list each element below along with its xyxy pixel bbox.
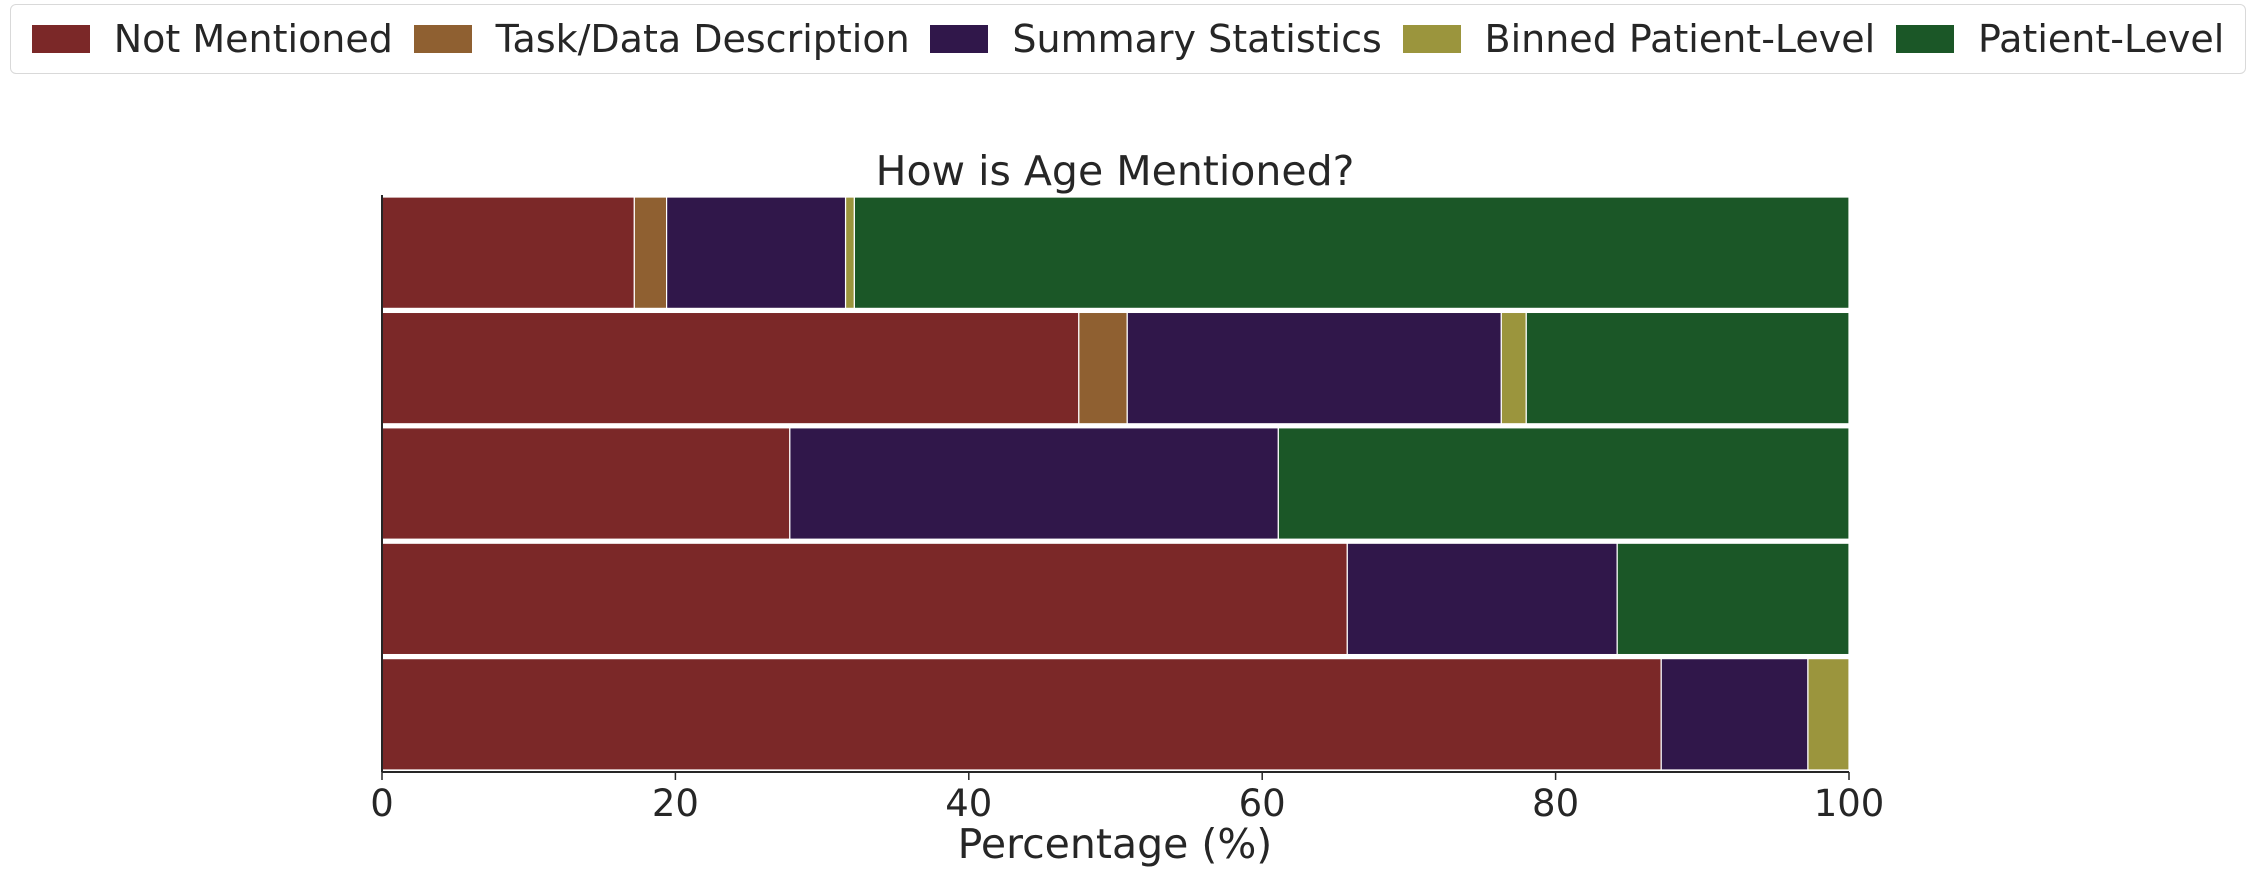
bar-segment xyxy=(1500,311,1527,425)
bar-segment xyxy=(1277,427,1850,540)
legend-swatch xyxy=(31,25,90,53)
legend-swatch xyxy=(413,25,472,53)
legend-label: Task/Data Description xyxy=(495,17,910,61)
bar-segment xyxy=(844,196,855,309)
x-tick-label: 40 xyxy=(945,782,992,825)
legend-item: Binned Patient-Level xyxy=(1402,17,1876,61)
bar-segment xyxy=(853,196,1850,309)
bar-segment xyxy=(665,196,847,309)
bar-segment xyxy=(381,427,791,540)
legend-label: Not Mentioned xyxy=(113,17,393,61)
bar-segment xyxy=(1346,542,1618,656)
legend-swatch xyxy=(930,25,989,53)
legend-label: Summary Statistics xyxy=(1012,17,1382,61)
bar-segment xyxy=(381,196,635,309)
bar-segment xyxy=(1660,658,1809,771)
bar-segment xyxy=(381,311,1080,425)
x-tick-label: 0 xyxy=(370,782,394,825)
bar-segment xyxy=(1525,311,1850,425)
x-tick-label: 80 xyxy=(1532,782,1579,825)
legend-label: Binned Patient-Level xyxy=(1484,17,1876,61)
legend-swatch xyxy=(1895,25,1954,53)
legend-swatch xyxy=(1402,25,1461,53)
bar-segment xyxy=(1807,658,1850,771)
bar-layer xyxy=(381,196,1850,771)
x-tick-label: 20 xyxy=(652,782,699,825)
legend-item: Not Mentioned xyxy=(31,17,393,61)
legend-item: Patient-Level xyxy=(1895,17,2225,61)
x-tick-label: 60 xyxy=(1239,782,1286,825)
bar-segment xyxy=(789,427,1279,540)
bar-segment xyxy=(633,196,668,309)
legend-item: Summary Statistics xyxy=(930,17,1382,61)
legend-item: Task/Data Description xyxy=(413,17,910,61)
bar-segment xyxy=(381,542,1348,656)
chart-legend: Not Mentioned Task/Data Description Summar… xyxy=(10,4,2246,74)
x-axis-label: Percentage (%) xyxy=(958,820,1273,868)
bar-segment xyxy=(1616,542,1850,656)
bar-segment xyxy=(1126,311,1502,425)
bar-segment xyxy=(381,658,1662,771)
x-tick-label: 100 xyxy=(1814,782,1885,825)
x-axis-ticks: 0 20 40 60 80 100 xyxy=(370,772,1884,825)
chart-title: How is Age Mentioned? xyxy=(876,147,1355,195)
bar-segment xyxy=(1078,311,1128,425)
legend-label: Patient-Level xyxy=(1977,17,2225,61)
